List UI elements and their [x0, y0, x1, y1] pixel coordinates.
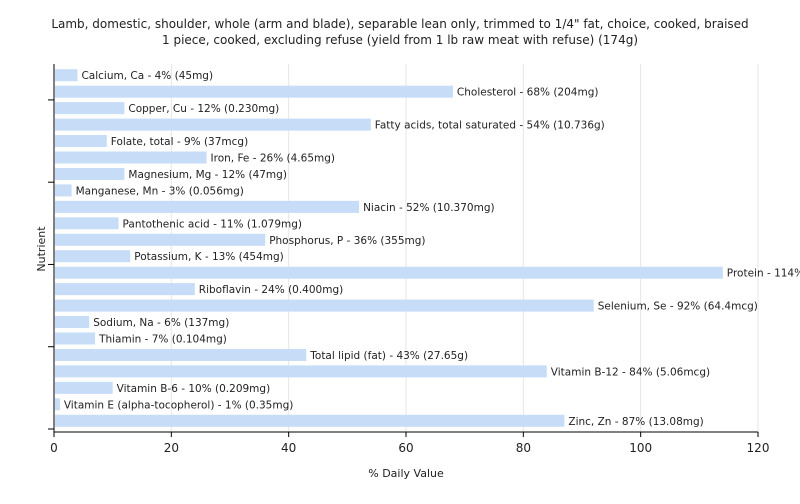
bar-labels: Calcium, Ca - 4% (45mg) Cholesterol - 68%…: [64, 70, 800, 428]
bars: [55, 69, 723, 427]
bar: [55, 414, 565, 427]
bar-label: Manganese, Mn - 3% (0.056mg): [76, 185, 244, 197]
bar-label: Vitamin E (alpha-tocopherol) - 1% (0.35m…: [64, 399, 294, 411]
bar-label: Vitamin B-12 - 84% (5.06mcg): [551, 366, 710, 378]
bar: [55, 398, 60, 411]
x-axis-label: % Daily Value: [368, 467, 444, 480]
bar: [55, 118, 371, 131]
axes: 0 20 40 60 80 100 120: [48, 64, 769, 455]
bar-label: Riboflavin - 24% (0.400mg): [199, 284, 343, 296]
bar: [55, 316, 90, 329]
bar: [55, 266, 723, 279]
bar: [55, 200, 360, 213]
bar-label: Calcium, Ca - 4% (45mg): [81, 70, 213, 82]
bar: [55, 85, 453, 98]
x-tick-label: 100: [629, 441, 652, 455]
bar: [55, 184, 72, 197]
x-tick-label: 60: [398, 441, 413, 455]
chart-title-line-1: Lamb, domestic, shoulder, whole (arm and…: [51, 17, 748, 31]
y-axis-label: Nutrient: [35, 226, 48, 272]
x-tick-label: 0: [50, 441, 58, 455]
bar-label: Potassium, K - 13% (454mg): [134, 251, 284, 263]
bar-label: Sodium, Na - 6% (137mg): [93, 317, 229, 329]
bar: [55, 283, 195, 296]
bar-label: Thiamin - 7% (0.104mg): [98, 334, 227, 346]
bar-label: Folate, total - 9% (37mcg): [111, 136, 248, 148]
bar: [55, 217, 119, 230]
bar-label: Protein - 114% (57.09g): [727, 268, 800, 280]
bar-label: Phosphorus, P - 36% (355mg): [269, 235, 425, 247]
bar: [55, 332, 96, 345]
bar-label: Magnesium, Mg - 12% (47mg): [128, 169, 287, 181]
x-tick-label: 80: [516, 441, 531, 455]
bar-label: Copper, Cu - 12% (0.230mg): [128, 103, 279, 115]
bar: [55, 381, 113, 394]
x-tick-label: 40: [281, 441, 296, 455]
bar-label: Iron, Fe - 26% (4.65mg): [211, 153, 335, 165]
bar: [55, 233, 266, 246]
chart-title-line-2: 1 piece, cooked, excluding refuse (yield…: [162, 33, 638, 47]
bar-label: Cholesterol - 68% (204mg): [457, 87, 599, 99]
bar: [55, 365, 547, 378]
bar-label: Zinc, Zn - 87% (13.08mg): [568, 416, 703, 428]
bar-label: Total lipid (fat) - 43% (27.65g): [309, 350, 468, 362]
bar: [55, 69, 78, 82]
bar-label: Selenium, Se - 92% (64.4mcg): [598, 301, 758, 313]
bar-label: Pantothenic acid - 11% (1.079mg): [123, 218, 302, 230]
bar: [55, 167, 125, 180]
bar-label: Fatty acids, total saturated - 54% (10.7…: [375, 120, 605, 132]
bar: [55, 102, 125, 115]
bar: [55, 151, 207, 164]
bar-label: Niacin - 52% (10.370mg): [363, 202, 495, 214]
bar: [55, 299, 594, 312]
bar: [55, 135, 107, 148]
bar-label: Vitamin B-6 - 10% (0.209mg): [117, 383, 271, 395]
x-tick-label: 20: [164, 441, 179, 455]
bar: [55, 250, 131, 263]
bar: [55, 348, 307, 361]
x-tick-label: 120: [747, 441, 770, 455]
